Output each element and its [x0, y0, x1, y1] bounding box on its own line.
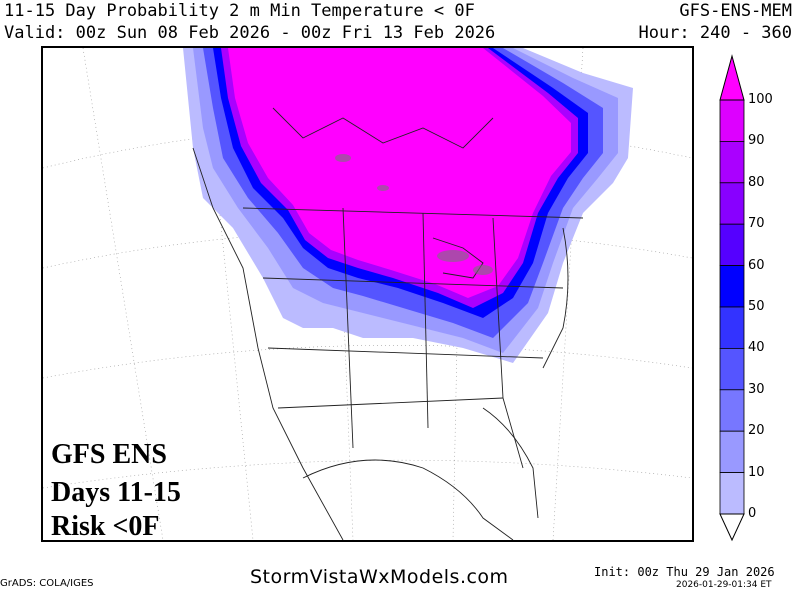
colorbar-band — [719, 99, 745, 142]
lakes — [335, 154, 493, 275]
colorbar-label: 60 — [748, 257, 765, 273]
boundaries — [192, 107, 584, 540]
colorbar-band — [719, 347, 745, 391]
overlay-line-2: Days 11-15 — [51, 477, 181, 508]
prob-90-region — [228, 48, 571, 298]
colorbar-label: 90 — [748, 133, 765, 149]
header-valid: Valid: 00z Sun 08 Feb 2026 - 00z Fri 13 … — [4, 23, 496, 43]
colorbar — [719, 54, 745, 542]
header-title: 11-15 Day Probability 2 m Min Temperatur… — [4, 1, 475, 21]
colorbar-label: 100 — [748, 92, 773, 107]
colorbar-label: 30 — [748, 381, 765, 397]
probability-map — [43, 48, 692, 540]
colorbar-label: 40 — [748, 340, 765, 356]
colorbar-label: 70 — [748, 216, 765, 232]
timestamp-text: 2026-01-29-01:34 ET — [676, 580, 772, 590]
colorbar-label: 50 — [748, 299, 765, 314]
colorbar-band — [719, 265, 745, 308]
colorbar-label: 10 — [748, 464, 765, 480]
colorbar-band — [719, 430, 745, 474]
colorbar-bottom-arrow — [719, 513, 745, 542]
overlay-line-3: Risk <0F — [51, 511, 160, 542]
colorbar-band — [719, 141, 745, 184]
colorbar-band — [719, 306, 745, 349]
map-frame: GFS ENS Days 11-15 Risk <0F — [41, 46, 694, 542]
colorbar-label: 80 — [748, 174, 765, 190]
colorbar-band — [719, 182, 745, 225]
colorbar-band — [719, 472, 745, 515]
init-text: Init: 00z Thu 29 Jan 2026 — [594, 565, 775, 579]
colorbar-top-arrow — [719, 54, 745, 101]
header-hour: Hour: 240 - 360 — [638, 23, 792, 43]
header-model: GFS-ENS-MEM — [679, 1, 792, 21]
colorbar-label: 0 — [748, 506, 757, 521]
overlay-line-1: GFS ENS — [51, 439, 167, 470]
colorbar-label: 20 — [748, 423, 765, 439]
grads-credit: GrADS: COLA/IGES — [0, 578, 94, 589]
colorbar-band — [719, 223, 745, 266]
colorbar-band — [719, 389, 745, 432]
brand-text: StormVistaWxModels.com — [250, 566, 509, 588]
